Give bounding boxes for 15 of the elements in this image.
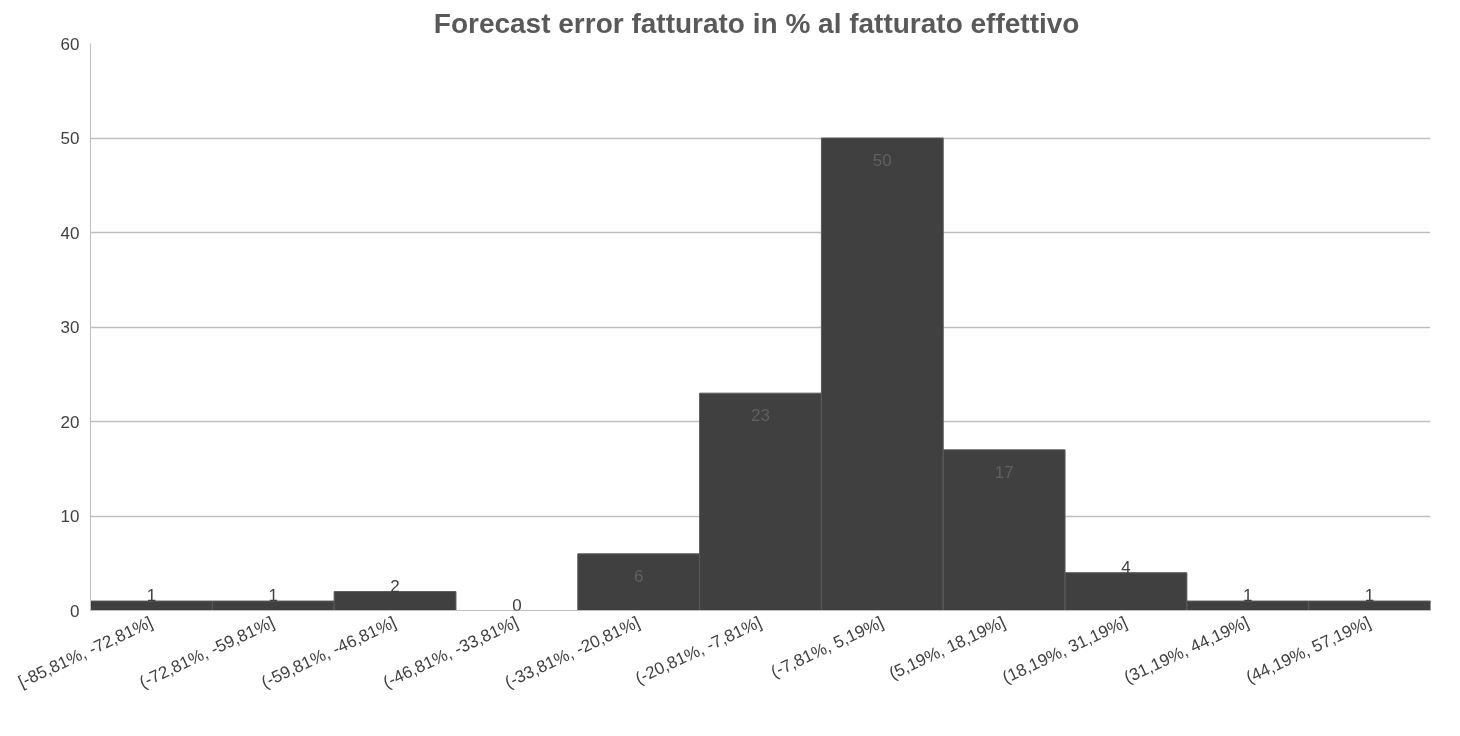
y-tick-label: 60 (60, 34, 80, 54)
data-label: 4 (1121, 557, 1131, 577)
y-tick-label: 20 (60, 412, 80, 432)
y-tick-label: 40 (60, 223, 80, 243)
data-label: 1 (146, 586, 157, 606)
data-label: 0 (512, 595, 522, 615)
data-label: 2 (390, 576, 400, 596)
data-label: 1 (1243, 586, 1253, 606)
y-tick-label: 0 (70, 601, 80, 621)
chart-title: Forecast error fatturato in % al fatturato effettivo (433, 7, 1080, 39)
data-label: 1 (1364, 586, 1375, 606)
data-label: 1 (268, 586, 278, 606)
y-tick-label: 50 (60, 129, 80, 148)
y-tick-label: 10 (60, 507, 80, 526)
y-tick-label: 30 (60, 318, 80, 337)
